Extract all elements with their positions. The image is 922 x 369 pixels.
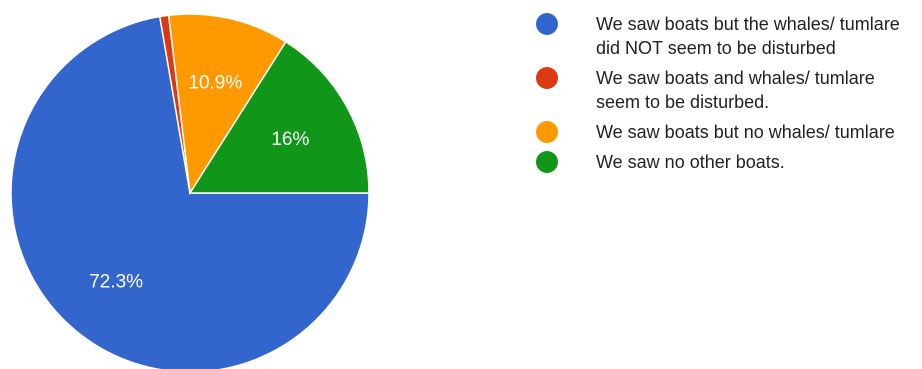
pie-slice-label-0: 72.3% [89,272,143,293]
legend-label: We saw boats and whales/ tumlare seem to… [596,68,875,112]
pie-slice-0[interactable] [10,15,370,369]
legend-label: We saw no other boats. [596,152,785,172]
pie-slice-label-2: 10.9% [188,72,242,93]
chart-legend: We saw boats but the whales/ tumlare did… [536,12,920,180]
legend-swatch-icon [536,151,558,173]
pie-plot-area: 72.3% 10.9% 16% [10,13,370,369]
legend-label: We saw boats but the whales/ tumlare did… [596,14,900,58]
legend-item-3[interactable]: We saw no other boats. [536,150,920,174]
pie-slice-3[interactable] [188,40,370,194]
legend-swatch-icon [536,13,558,35]
pie-slice-2[interactable] [167,13,287,196]
legend-swatch-icon [536,121,558,143]
legend-item-0[interactable]: We saw boats but the whales/ tumlare did… [536,12,920,60]
legend-label: We saw boats but no whales/ tumlare [596,122,895,142]
legend-item-1[interactable]: We saw boats and whales/ tumlare seem to… [536,66,920,114]
legend-swatch-icon [536,67,558,89]
legend-item-2[interactable]: We saw boats but no whales/ tumlare [536,120,920,144]
pie-slice-label-3: 16% [271,129,309,150]
